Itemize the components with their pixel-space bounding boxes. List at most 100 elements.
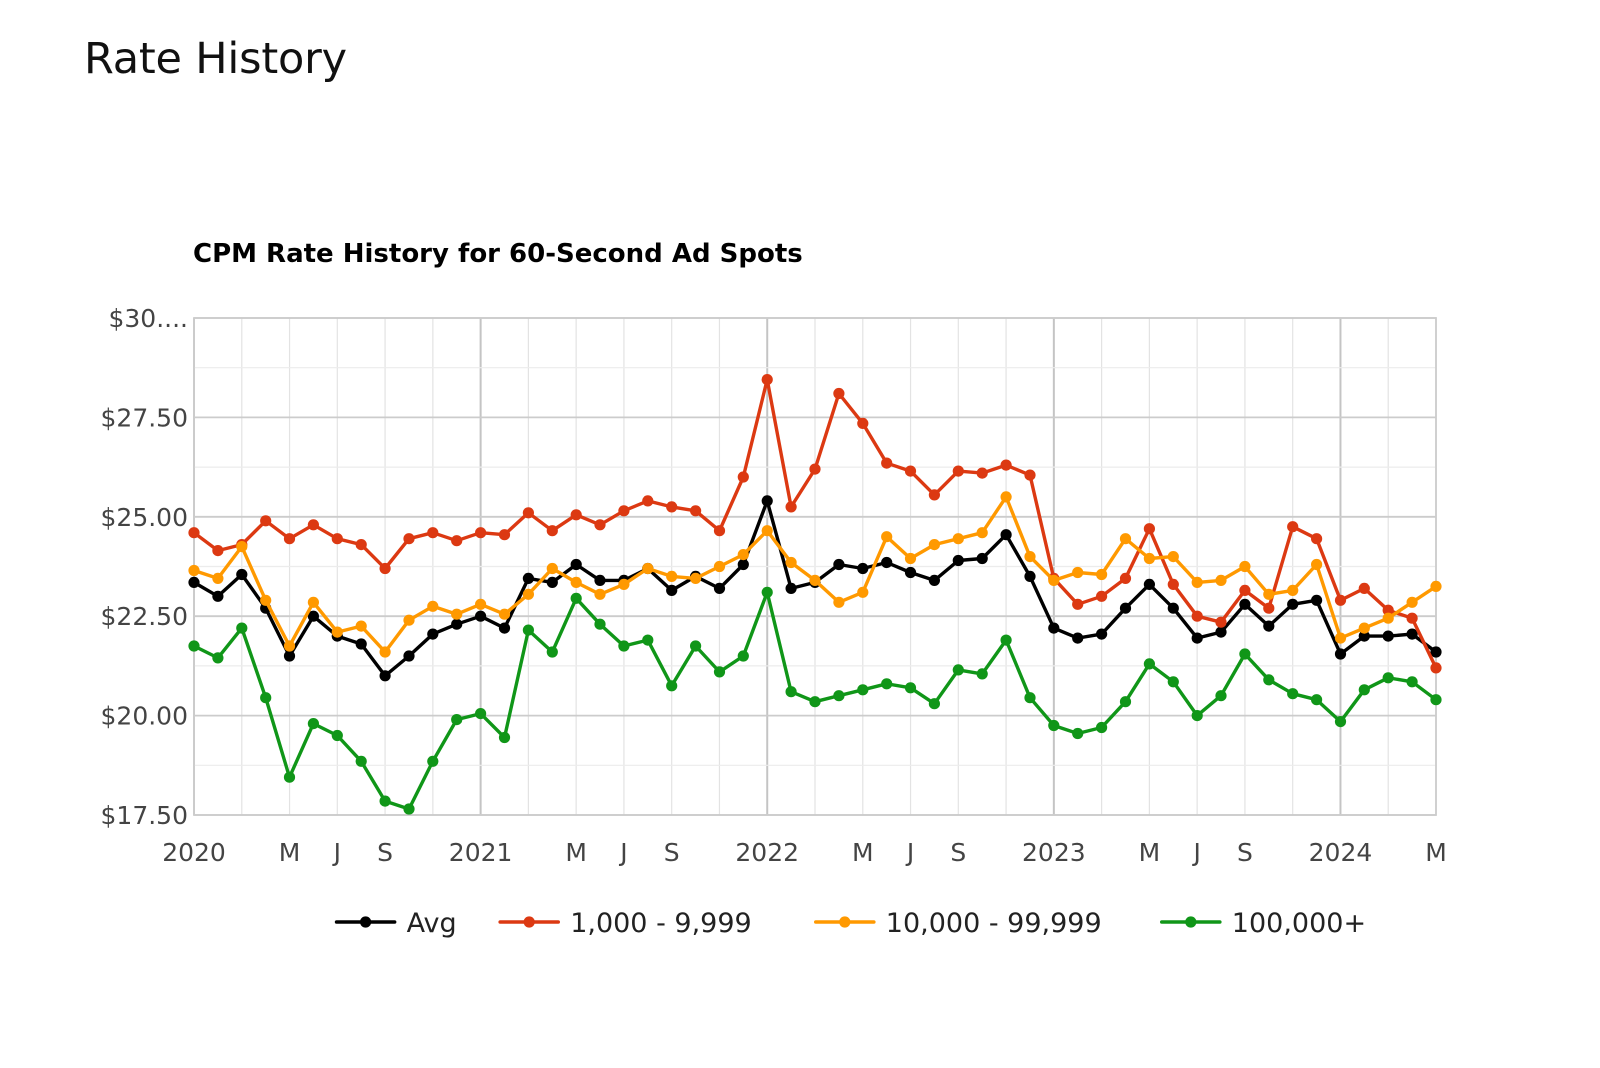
data-point: [904, 682, 917, 694]
data-point: [1430, 694, 1442, 706]
data-point: [1406, 612, 1418, 624]
data-point: [355, 620, 367, 632]
data-point: [857, 562, 869, 575]
data-point: [1119, 602, 1132, 614]
data-point: [1000, 491, 1012, 503]
data-point: [331, 729, 343, 742]
x-tick-label: J: [1191, 838, 1200, 867]
data-point: [403, 614, 415, 626]
data-point: [1430, 580, 1442, 593]
data-point: [188, 640, 200, 652]
data-point: [857, 417, 869, 429]
data-point: [1215, 626, 1227, 638]
data-point: [737, 558, 749, 571]
data-point: [1191, 710, 1203, 722]
data-point: [976, 552, 988, 565]
data-point: [761, 374, 773, 386]
data-point: [475, 610, 487, 622]
data-point: [188, 527, 200, 539]
data-point: [952, 465, 964, 477]
data-point: [642, 495, 654, 507]
data-point: [236, 541, 248, 553]
data-point: [833, 558, 845, 571]
data-point: [1048, 574, 1060, 587]
legend-item[interactable]: Avg: [334, 908, 457, 939]
x-tick-label: J: [905, 838, 914, 867]
data-point: [713, 560, 726, 573]
data-point: [976, 527, 988, 539]
data-point: [1358, 684, 1370, 696]
data-point: [570, 558, 582, 571]
data-point: [761, 586, 773, 598]
data-point: [618, 505, 630, 517]
data-point: [1406, 628, 1418, 640]
x-tick-label: J: [332, 838, 341, 867]
data-point: [1048, 719, 1060, 732]
data-point: [785, 501, 797, 513]
data-point: [1311, 594, 1323, 606]
data-point: [236, 568, 248, 581]
x-tick-label: 2020: [162, 838, 226, 867]
data-point: [809, 696, 821, 708]
y-tick-label: $17.50: [101, 801, 188, 830]
data-point: [713, 582, 726, 595]
data-point: [1143, 658, 1155, 670]
data-point: [283, 533, 296, 545]
page-title: Rate History: [84, 34, 347, 84]
data-point: [1334, 648, 1347, 660]
data-point: [881, 531, 893, 543]
data-point: [1311, 533, 1323, 545]
legend-item[interactable]: 100,000+: [1160, 908, 1366, 939]
data-point: [618, 640, 630, 652]
data-point: [1191, 610, 1203, 622]
data-point: [1096, 721, 1108, 734]
data-point: [1000, 634, 1012, 646]
y-tick-label: $30....: [108, 304, 188, 333]
data-point: [475, 598, 487, 610]
data-point: [522, 588, 535, 600]
data-point: [1430, 646, 1442, 658]
data-point: [1239, 648, 1251, 660]
data-point: [498, 622, 511, 634]
data-point: [1358, 582, 1370, 595]
data-point: [355, 755, 367, 767]
legend[interactable]: Avg 1,000 - 9,999 10,000 - 99,999 100,000+: [334, 908, 1366, 939]
data-point: [1263, 674, 1275, 686]
data-point: [737, 650, 749, 662]
data-point: [1334, 716, 1347, 728]
data-point: [928, 574, 941, 587]
legend-label: Avg: [407, 908, 457, 939]
data-point: [1119, 572, 1132, 585]
data-point: [1096, 568, 1108, 581]
data-point: [283, 771, 296, 783]
legend-swatch-dot: [360, 916, 372, 928]
data-point: [1048, 622, 1060, 634]
data-point: [1000, 529, 1012, 541]
data-point: [307, 610, 319, 622]
legend-item[interactable]: 1,000 - 9,999: [498, 908, 752, 939]
legend-item[interactable]: 10,000 - 99,999: [813, 908, 1102, 939]
data-point: [1263, 588, 1275, 600]
data-point: [212, 572, 224, 585]
data-point: [761, 525, 773, 537]
x-tick-label: S: [1237, 838, 1253, 867]
data-point: [1024, 469, 1036, 481]
data-point: [690, 572, 702, 585]
data-point: [1406, 596, 1418, 608]
series-100-000-: [188, 586, 1442, 815]
data-point: [666, 680, 678, 692]
data-point: [904, 566, 917, 579]
data-point: [403, 650, 415, 662]
x-tick-label: M: [852, 838, 874, 867]
data-point: [331, 533, 343, 545]
data-point: [546, 525, 558, 537]
x-tick-label: 2021: [449, 838, 513, 867]
data-point: [1358, 630, 1370, 642]
data-point: [522, 624, 535, 636]
data-point: [809, 574, 821, 587]
data-point: [498, 731, 511, 744]
data-point: [498, 529, 511, 541]
data-point: [307, 519, 319, 531]
data-point: [355, 638, 367, 650]
